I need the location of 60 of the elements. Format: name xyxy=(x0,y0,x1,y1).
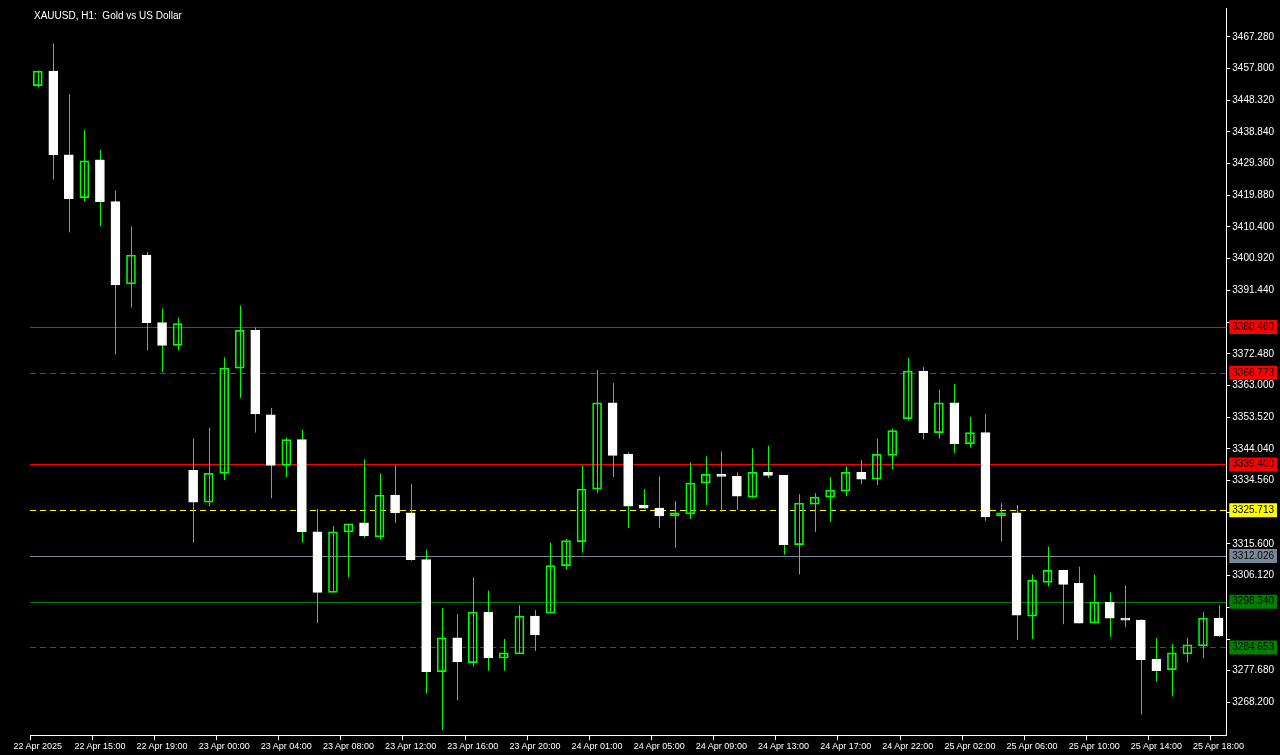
y-tick-label: 3268.200 xyxy=(1232,696,1275,708)
x-tick-label: 25 Apr 18:00 xyxy=(1193,741,1245,752)
x-tick-label: 22 Apr 19:00 xyxy=(136,741,188,752)
x-tick-label: 24 Apr 13:00 xyxy=(757,741,810,752)
x-tick-label: 25 Apr 14:00 xyxy=(1130,741,1182,752)
y-tick-label: 3448.320 xyxy=(1232,93,1275,105)
y-tick-label: 3391.440 xyxy=(1232,284,1275,296)
y-tick-label: 3353.520 xyxy=(1232,410,1275,422)
candlestick xyxy=(763,445,773,479)
candlestick xyxy=(1213,604,1224,638)
x-tick-label: 23 Apr 08:00 xyxy=(322,741,375,752)
candlestick xyxy=(452,613,463,701)
x-tick-label: 23 Apr 20:00 xyxy=(509,741,561,752)
y-tick-label: 3372.480 xyxy=(1232,347,1275,359)
ref-line-label: 3325.713 xyxy=(1232,503,1275,515)
x-tick-label: 22 Apr 2025 xyxy=(13,741,63,752)
x-tick-label: 23 Apr 16:00 xyxy=(447,741,499,752)
x-tick-label: 23 Apr 04:00 xyxy=(260,741,312,752)
ref-line-label: 3380.460 xyxy=(1232,320,1275,332)
y-tick-label: 3306.120 xyxy=(1232,569,1275,581)
ref-line-label: 3284.653 xyxy=(1232,641,1275,653)
ref-line-label: 3366.773 xyxy=(1232,366,1275,378)
y-tick-label: 3363.000 xyxy=(1232,379,1275,391)
y-tick-label: 3277.680 xyxy=(1232,664,1275,676)
ref-line-label: 3298.340 xyxy=(1232,595,1275,607)
x-tick-label: 22 Apr 15:00 xyxy=(74,741,126,752)
x-tick-label: 24 Apr 05:00 xyxy=(633,741,685,752)
y-tick-label: 3438.840 xyxy=(1232,125,1275,137)
x-tick-label: 24 Apr 09:00 xyxy=(695,741,747,752)
x-tick-label: 24 Apr 17:00 xyxy=(820,741,872,752)
ref-line-label: 3339.400 xyxy=(1232,458,1275,470)
x-tick-label: 25 Apr 10:00 xyxy=(1068,741,1120,752)
y-tick-label: 3429.360 xyxy=(1232,157,1275,169)
y-tick-label: 3400.920 xyxy=(1232,252,1275,264)
candlestick xyxy=(732,471,742,511)
x-tick-label: 23 Apr 12:00 xyxy=(385,741,437,752)
candlestick xyxy=(530,609,540,652)
x-tick-label: 23 Apr 00:00 xyxy=(198,741,250,752)
chart-title: XAUUSD, H1: Gold vs US Dollar xyxy=(34,9,183,21)
candlestick xyxy=(390,464,400,524)
candlestick xyxy=(654,475,665,529)
y-tick-label: 3467.280 xyxy=(1232,30,1275,42)
ref-line-label: 3312.026 xyxy=(1232,549,1275,561)
y-tick-label: 3315.600 xyxy=(1232,537,1275,549)
candlestick xyxy=(359,458,369,539)
x-tick-label: 24 Apr 22:00 xyxy=(882,741,934,752)
y-tick-label: 3344.040 xyxy=(1232,442,1275,454)
candlestick xyxy=(1120,584,1131,628)
candlestick xyxy=(716,450,727,513)
candlestick xyxy=(1058,569,1068,625)
x-tick-label: 25 Apr 02:00 xyxy=(944,741,996,752)
y-tick-label: 3410.400 xyxy=(1232,220,1275,232)
y-tick-label: 3419.880 xyxy=(1232,189,1275,201)
x-tick-label: 24 Apr 01:00 xyxy=(571,741,623,752)
candlestick xyxy=(157,308,167,373)
y-tick-label: 3457.800 xyxy=(1232,62,1275,74)
y-tick-label: 3334.560 xyxy=(1232,474,1275,486)
x-tick-label: 25 Apr 06:00 xyxy=(1006,741,1058,752)
candlestick xyxy=(1104,591,1115,638)
candlestick xyxy=(856,459,867,485)
